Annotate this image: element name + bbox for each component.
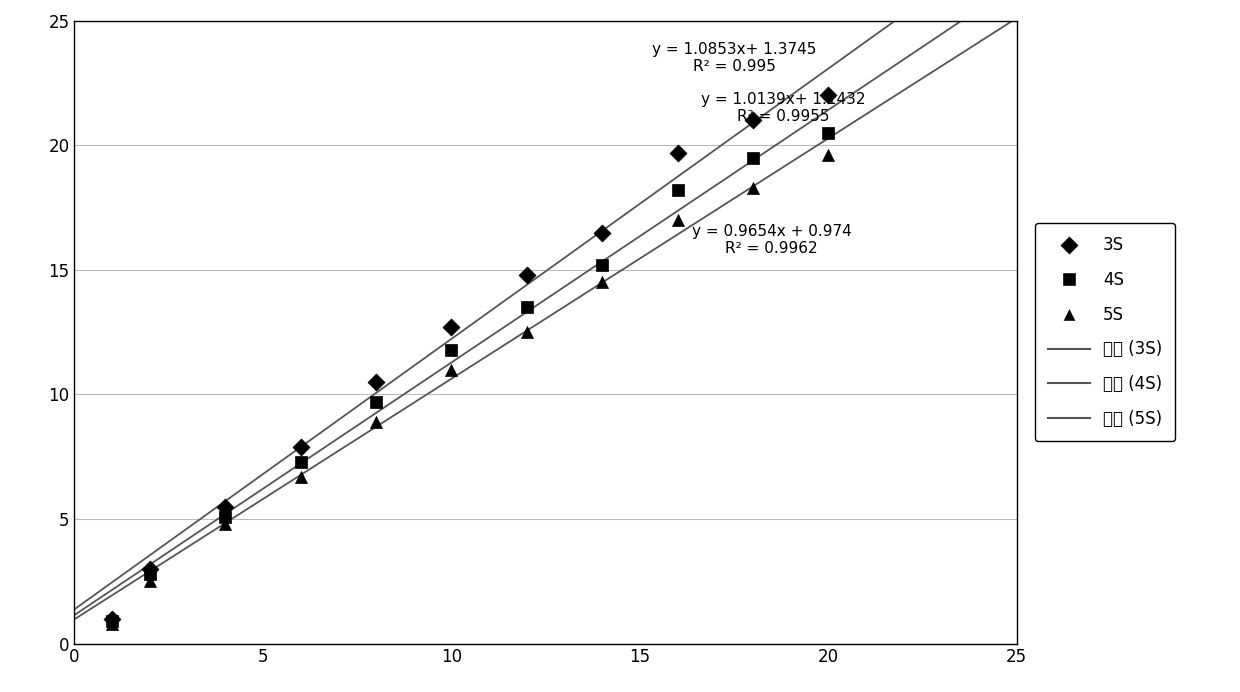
Point	[818, 149, 838, 161]
Point	[140, 576, 160, 587]
Point	[216, 518, 236, 529]
Point	[290, 471, 310, 482]
Point	[216, 501, 236, 512]
Point	[290, 456, 310, 467]
Text: y = 1.0853x+ 1.3745
R² = 0.995: y = 1.0853x+ 1.3745 R² = 0.995	[652, 42, 816, 74]
Point	[517, 327, 537, 338]
Point	[593, 260, 613, 271]
Point	[517, 269, 537, 280]
Point	[366, 397, 386, 408]
Legend: 3S, 4S, 5S, 线性 (3S), 线性 (4S), 线性 (5S): 3S, 4S, 5S, 线性 (3S), 线性 (4S), 线性 (5S)	[1034, 223, 1176, 441]
Point	[667, 147, 687, 158]
Point	[441, 344, 461, 355]
Point	[102, 613, 122, 624]
Point	[517, 302, 537, 313]
Point	[441, 364, 461, 375]
Point	[818, 90, 838, 101]
Point	[140, 563, 160, 574]
Point	[667, 215, 687, 226]
Point	[102, 618, 122, 629]
Point	[216, 511, 236, 522]
Point	[743, 152, 763, 163]
Point	[366, 376, 386, 388]
Point	[140, 568, 160, 579]
Point	[667, 185, 687, 196]
Point	[441, 322, 461, 333]
Point	[743, 115, 763, 126]
Text: y = 1.0139x+ 1.1432
R² = 0.9955: y = 1.0139x+ 1.1432 R² = 0.9955	[701, 92, 866, 124]
Point	[366, 417, 386, 428]
Point	[102, 616, 122, 627]
Point	[743, 182, 763, 193]
Point	[593, 227, 613, 238]
Text: y = 0.9654x + 0.974
R² = 0.9962: y = 0.9654x + 0.974 R² = 0.9962	[692, 224, 852, 256]
Point	[818, 127, 838, 138]
Point	[593, 277, 613, 288]
Point	[290, 441, 310, 453]
